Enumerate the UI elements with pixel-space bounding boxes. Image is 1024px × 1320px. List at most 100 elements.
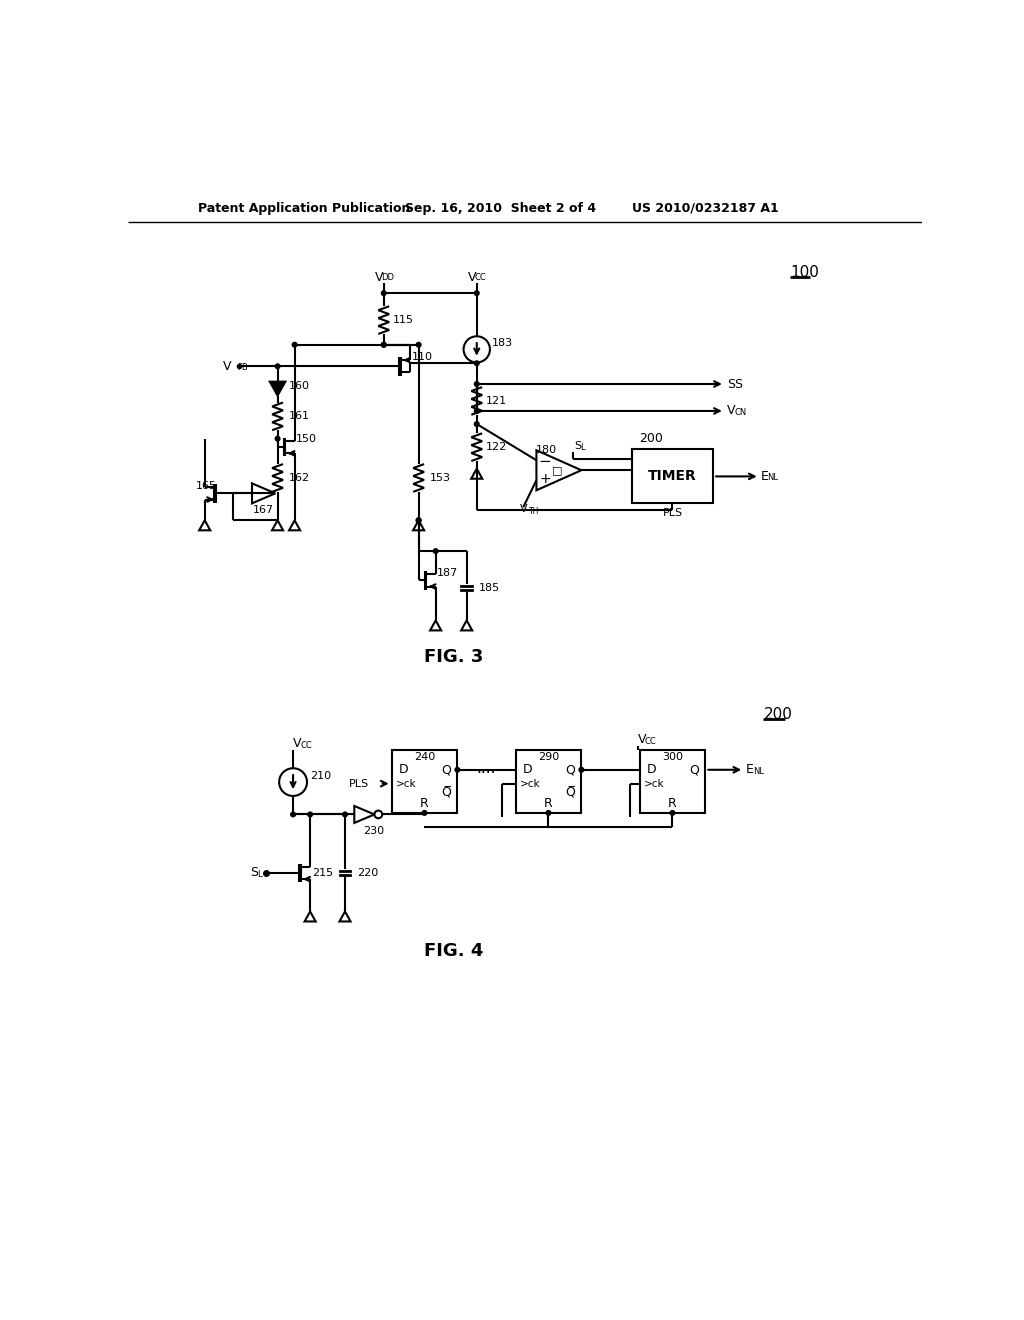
- Circle shape: [292, 342, 297, 347]
- Text: 153: 153: [429, 473, 451, 483]
- Circle shape: [474, 409, 479, 413]
- Circle shape: [343, 812, 347, 817]
- Circle shape: [422, 810, 427, 816]
- Circle shape: [381, 342, 386, 347]
- Text: 160: 160: [289, 380, 309, 391]
- Circle shape: [381, 342, 386, 347]
- Text: 290: 290: [538, 752, 559, 763]
- Circle shape: [417, 517, 421, 523]
- Circle shape: [579, 767, 584, 772]
- Text: PLS: PLS: [349, 779, 369, 788]
- Text: 200: 200: [640, 432, 664, 445]
- Text: R: R: [420, 797, 429, 810]
- Text: 150: 150: [296, 434, 317, 445]
- Text: 100: 100: [791, 265, 819, 280]
- Text: 162: 162: [289, 473, 309, 483]
- Text: +: +: [540, 473, 551, 487]
- Text: TIMER: TIMER: [648, 470, 696, 483]
- Text: S: S: [574, 441, 582, 450]
- Text: L: L: [257, 870, 261, 879]
- Text: SS: SS: [727, 378, 743, 391]
- Text: 220: 220: [357, 869, 379, 878]
- Bar: [515, 750, 582, 813]
- Text: CC: CC: [474, 273, 486, 282]
- Bar: [632, 449, 713, 503]
- Text: 122: 122: [486, 442, 507, 453]
- Text: V: V: [375, 271, 383, 284]
- Text: 200: 200: [764, 706, 793, 722]
- Text: L: L: [580, 442, 585, 451]
- Text: >ck: >ck: [520, 779, 541, 788]
- Circle shape: [275, 437, 280, 441]
- Circle shape: [308, 812, 312, 817]
- Text: Q: Q: [689, 763, 699, 776]
- Text: 215: 215: [311, 869, 333, 878]
- Text: >ck: >ck: [644, 779, 665, 788]
- Text: 110: 110: [412, 352, 433, 362]
- Text: FIG. 4: FIG. 4: [424, 942, 483, 961]
- Text: R: R: [668, 797, 677, 810]
- Text: Q: Q: [565, 763, 575, 776]
- Text: R: R: [544, 797, 553, 810]
- Circle shape: [417, 342, 421, 347]
- Text: DD: DD: [381, 273, 394, 282]
- Text: 183: 183: [493, 338, 513, 348]
- Text: E: E: [761, 470, 769, 483]
- Text: 210: 210: [310, 771, 331, 781]
- Text: >ck: >ck: [396, 779, 417, 788]
- Text: 240: 240: [414, 752, 435, 763]
- Text: D: D: [399, 763, 409, 776]
- Text: 167: 167: [253, 506, 274, 515]
- Text: □: □: [552, 465, 562, 475]
- Bar: [640, 750, 706, 813]
- Circle shape: [417, 517, 421, 523]
- Text: Q̅: Q̅: [565, 787, 575, 800]
- Polygon shape: [270, 381, 286, 396]
- Circle shape: [275, 364, 280, 368]
- Text: E: E: [745, 763, 754, 776]
- Circle shape: [291, 812, 295, 817]
- Text: TH: TH: [529, 507, 540, 516]
- Text: FB: FB: [238, 363, 248, 372]
- Text: PLS: PLS: [663, 508, 683, 517]
- Text: V: V: [519, 504, 527, 513]
- Text: 115: 115: [393, 315, 414, 325]
- Text: −: −: [539, 454, 551, 469]
- Text: US 2010/0232187 A1: US 2010/0232187 A1: [632, 202, 778, 215]
- Text: 121: 121: [486, 396, 507, 407]
- Text: 187: 187: [437, 568, 459, 578]
- Text: Sep. 16, 2010  Sheet 2 of 4: Sep. 16, 2010 Sheet 2 of 4: [406, 202, 597, 215]
- Text: NL: NL: [767, 474, 778, 482]
- Circle shape: [433, 549, 438, 553]
- Text: D: D: [523, 763, 532, 776]
- Text: 185: 185: [479, 583, 500, 593]
- Text: Q: Q: [441, 763, 452, 776]
- Text: 161: 161: [289, 412, 309, 421]
- Circle shape: [474, 422, 479, 426]
- Text: 300: 300: [662, 752, 683, 763]
- Text: V: V: [222, 360, 231, 372]
- Circle shape: [670, 810, 675, 816]
- Bar: [391, 750, 458, 813]
- Text: CC: CC: [300, 741, 311, 750]
- Text: Patent Application Publication: Patent Application Publication: [198, 202, 411, 215]
- Text: 165: 165: [196, 480, 216, 491]
- Text: 180: 180: [536, 445, 557, 455]
- Text: NL: NL: [753, 767, 764, 776]
- Text: CN: CN: [734, 408, 746, 417]
- Circle shape: [474, 381, 479, 387]
- Text: V: V: [293, 737, 302, 750]
- Text: S: S: [251, 866, 258, 879]
- Text: ....: ....: [477, 760, 497, 776]
- Text: FIG. 3: FIG. 3: [424, 648, 483, 667]
- Text: V: V: [638, 733, 646, 746]
- Circle shape: [474, 360, 479, 366]
- Text: D: D: [647, 763, 656, 776]
- Text: V: V: [467, 271, 476, 284]
- Circle shape: [455, 767, 460, 772]
- Text: Q̅: Q̅: [441, 787, 452, 800]
- Text: CC: CC: [645, 737, 656, 746]
- Circle shape: [474, 290, 479, 296]
- Circle shape: [546, 810, 551, 816]
- Text: 230: 230: [362, 826, 384, 837]
